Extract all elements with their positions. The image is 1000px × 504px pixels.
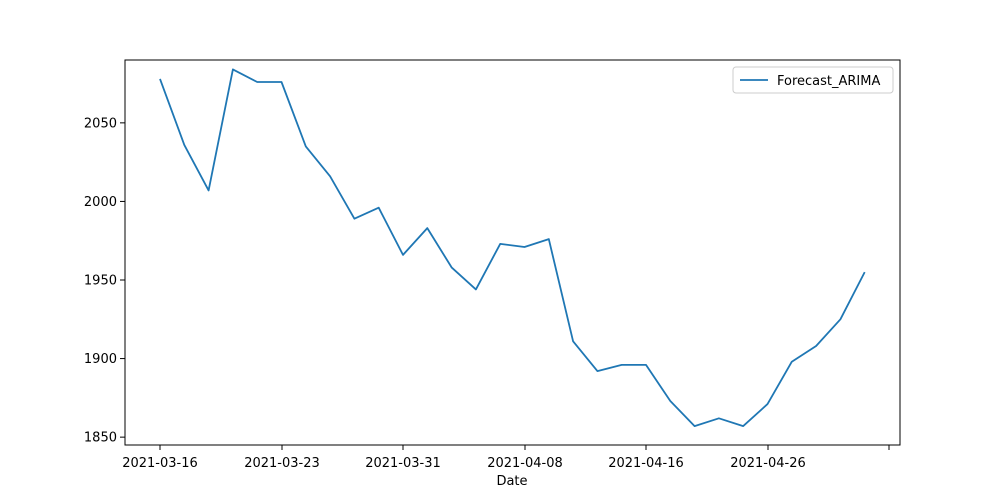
y-tick-label: 2000 <box>84 195 117 210</box>
x-tick-label: 2021-03-16 <box>122 456 198 471</box>
plot-area <box>125 60 900 445</box>
y-tick-label: 1900 <box>84 352 117 367</box>
legend-label-forecast-arima: Forecast_ARIMA <box>777 74 880 89</box>
x-tick-label: 2021-04-26 <box>730 456 806 471</box>
x-tick-label: 2021-04-16 <box>608 456 684 471</box>
y-tick-label: 1950 <box>84 274 117 289</box>
x-tick-label: 2021-04-08 <box>487 456 563 471</box>
chart-legend: Forecast_ARIMA <box>733 67 893 93</box>
y-tick-label: 1850 <box>84 431 117 446</box>
x-tick-label: 2021-03-23 <box>244 456 320 471</box>
x-tick-label: 2021-03-31 <box>365 456 441 471</box>
y-tick-label: 2050 <box>84 116 117 131</box>
x-axis-label: Date <box>496 474 527 489</box>
